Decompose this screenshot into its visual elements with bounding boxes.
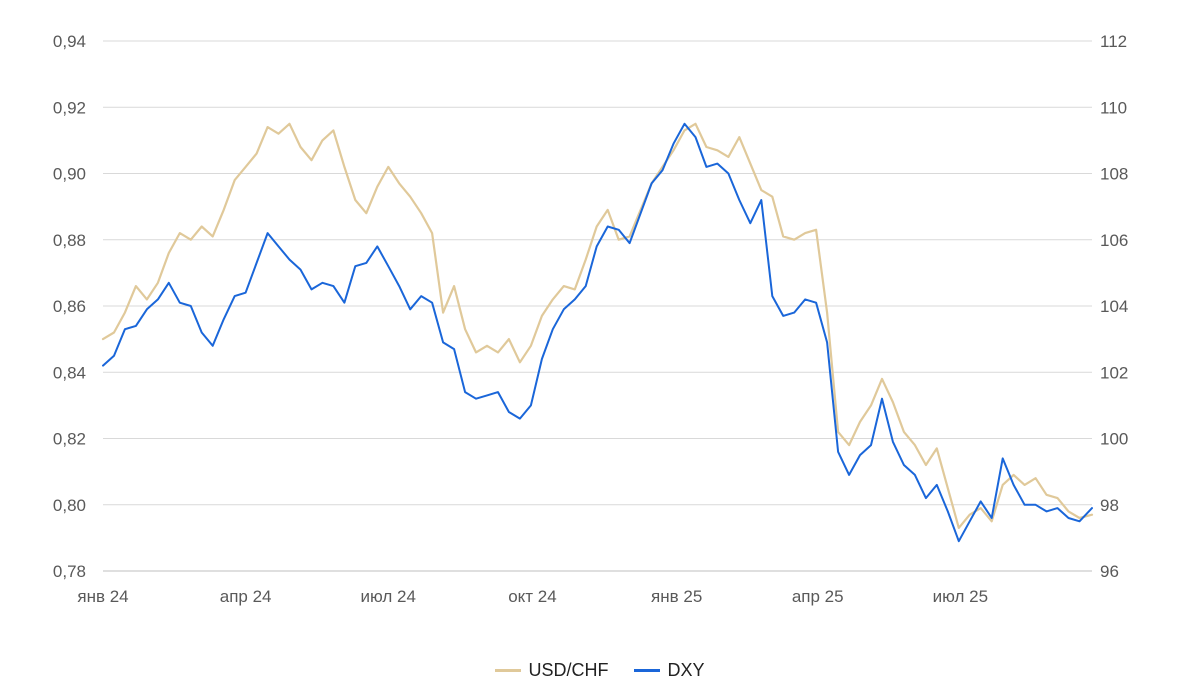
- y-right-tick-label: 106: [1100, 231, 1128, 250]
- series-line-dxy: [102, 122, 1093, 543]
- x-tick-label: апр 24: [220, 587, 272, 606]
- x-tick-label: апр 25: [792, 587, 844, 606]
- y-left-tick-label: 0,86: [53, 297, 86, 316]
- y-left-tick-label: 0,82: [53, 430, 86, 449]
- legend-label-usdchf: USD/CHF: [528, 660, 609, 680]
- grid-lines: [103, 40, 1092, 572]
- x-tick-label: янв 24: [77, 587, 128, 606]
- y-left-tick-label: 0,78: [53, 562, 86, 581]
- x-tick-label: янв 25: [651, 587, 702, 606]
- line-chart: 0,94 0,92 0,90 0,88 0,86 0,84 0,82 0,80 0,78 112…: [53, 32, 1128, 606]
- y-left-tick-label: 0,80: [53, 496, 86, 515]
- x-tick-label: окт 24: [508, 587, 557, 606]
- x-tick-label: июл 25: [933, 587, 988, 606]
- y-right-tick-label: 96: [1100, 562, 1119, 581]
- legend-item-dxy[interactable]: DXY: [634, 660, 705, 681]
- y-right-tick-label: 108: [1100, 165, 1128, 184]
- y-right-tick-label: 112: [1100, 32, 1127, 51]
- legend: USD/CHF DXY: [0, 660, 1200, 681]
- series-layer: [101, 122, 1094, 543]
- y-right-tick-label: 104: [1100, 297, 1128, 316]
- y-right-tick-label: 100: [1100, 430, 1128, 449]
- y-right-tick-label: 102: [1100, 363, 1128, 382]
- series-line-usdchf: [101, 122, 1094, 529]
- y-left-tick-label: 0,88: [53, 231, 86, 250]
- legend-item-usdchf[interactable]: USD/CHF: [495, 660, 608, 681]
- x-tick-label: июл 24: [361, 587, 416, 606]
- legend-swatch-usdchf: [495, 669, 522, 672]
- y-left-tick-label: 0,94: [53, 32, 86, 51]
- y-left-tick-label: 0,84: [53, 363, 86, 382]
- y-right-tick-label: 110: [1100, 98, 1127, 117]
- legend-swatch-dxy: [634, 669, 661, 672]
- x-axis: янв 24 апр 24 июл 24 окт 24 янв 25 апр 25 июл …: [77, 587, 988, 606]
- y-axis-right: 112 110 108 106 104 102 100 98 96: [1100, 32, 1128, 581]
- y-left-tick-label: 0,92: [53, 98, 86, 117]
- y-right-tick-label: 98: [1100, 496, 1119, 515]
- legend-label-dxy: DXY: [667, 660, 705, 680]
- y-axis-left: 0,94 0,92 0,90 0,88 0,86 0,84 0,82 0,80 0,78: [53, 32, 86, 581]
- y-left-tick-label: 0,90: [53, 165, 86, 184]
